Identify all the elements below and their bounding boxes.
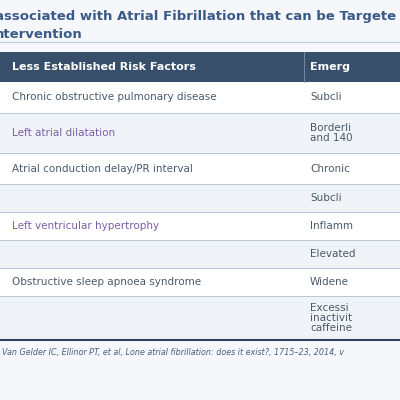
FancyBboxPatch shape [0, 212, 400, 240]
FancyBboxPatch shape [0, 268, 400, 296]
Text: associated with Atrial Fibrillation that can be Targete: associated with Atrial Fibrillation that… [0, 10, 396, 23]
Text: Subcli: Subcli [310, 92, 342, 102]
Text: Left ventricular hypertrophy: Left ventricular hypertrophy [12, 221, 159, 231]
Text: Excessi: Excessi [310, 303, 349, 313]
Text: Subcli: Subcli [310, 193, 342, 203]
FancyBboxPatch shape [0, 184, 400, 212]
Text: Obstructive sleep apnoea syndrome: Obstructive sleep apnoea syndrome [12, 277, 201, 287]
Text: Elevated: Elevated [310, 249, 356, 259]
Text: Widene: Widene [310, 277, 349, 287]
Text: and 140: and 140 [310, 133, 353, 143]
Text: ntervention: ntervention [0, 28, 83, 41]
Text: Chronic obstructive pulmonary disease: Chronic obstructive pulmonary disease [12, 92, 217, 102]
Text: Borderli: Borderli [310, 123, 351, 133]
FancyBboxPatch shape [0, 52, 400, 82]
FancyBboxPatch shape [0, 113, 400, 153]
FancyBboxPatch shape [0, 153, 400, 184]
FancyBboxPatch shape [0, 240, 400, 268]
Text: Chronic: Chronic [310, 164, 350, 174]
FancyBboxPatch shape [0, 82, 400, 113]
Text: caffeine: caffeine [310, 323, 352, 333]
Text: inactivit: inactivit [310, 313, 352, 323]
Text: Left atrial dilatation: Left atrial dilatation [12, 128, 115, 138]
Text: Atrial conduction delay/PR interval: Atrial conduction delay/PR interval [12, 164, 193, 174]
Text: Van Gelder IC, Ellinor PT, et al, Lone atrial fibrillation: does it exist?, 1715: Van Gelder IC, Ellinor PT, et al, Lone a… [2, 348, 344, 356]
Text: Less Established Risk Factors: Less Established Risk Factors [12, 62, 196, 72]
FancyBboxPatch shape [0, 296, 400, 340]
Text: Inflamm: Inflamm [310, 221, 353, 231]
Text: Emerg: Emerg [310, 62, 350, 72]
